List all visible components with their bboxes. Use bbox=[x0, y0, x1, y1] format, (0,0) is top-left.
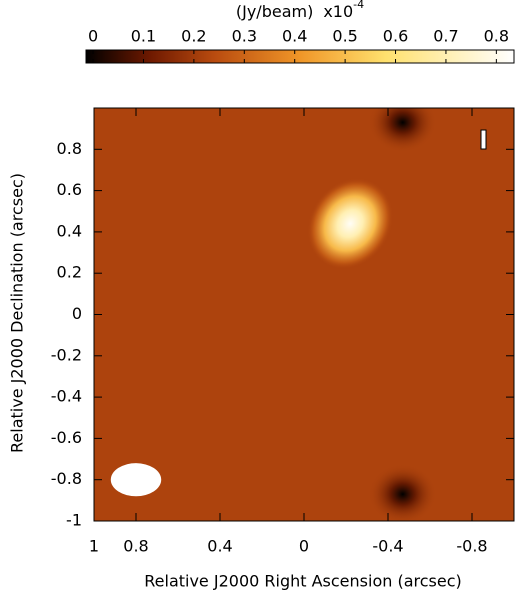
marker bbox=[480, 129, 487, 150]
beam bbox=[110, 463, 162, 497]
y-tick-label: 0.8 bbox=[57, 139, 82, 158]
y-tick-label: 0.4 bbox=[57, 221, 82, 240]
colorbar-tick-label: 0.5 bbox=[332, 27, 357, 46]
x-tick-label: 0.4 bbox=[207, 537, 232, 556]
x-axis-label: Relative J2000 Right Ascension (arcsec) bbox=[144, 572, 462, 591]
y-tick-label: 0.6 bbox=[57, 180, 82, 199]
y-tick-label: -0.6 bbox=[51, 428, 82, 447]
colorbar-tick-label: 0.4 bbox=[282, 27, 307, 46]
x-tick-label: 1 bbox=[89, 537, 99, 556]
source bbox=[307, 178, 393, 270]
x-tick-label: 0 bbox=[299, 537, 309, 556]
y-tick-label: -0.4 bbox=[51, 387, 82, 406]
colorbar-label: (Jy/beam) x10-4 bbox=[236, 0, 364, 21]
colorbar-tick-label: 0.7 bbox=[433, 27, 458, 46]
colorbar bbox=[85, 49, 515, 64]
y-axis-label: Relative J2000 Declination (arcsec) bbox=[8, 173, 27, 453]
hole bbox=[368, 464, 437, 521]
x-tick-label: -0.4 bbox=[372, 537, 403, 556]
hole bbox=[368, 108, 437, 153]
colorbar-tick-label: 0.2 bbox=[181, 27, 206, 46]
colorbar-tick-label: 0.1 bbox=[131, 27, 156, 46]
background bbox=[94, 108, 514, 521]
y-tick-label: -1 bbox=[66, 511, 82, 530]
y-tick-label: 0.2 bbox=[57, 263, 82, 282]
colorbar-tick-label: 0.8 bbox=[484, 27, 509, 46]
x-tick-label: 0.8 bbox=[123, 537, 148, 556]
colorbar-tick-label: 0.6 bbox=[383, 27, 408, 46]
y-tick-label: 0 bbox=[72, 304, 82, 323]
colorbar-tick-label: 0.3 bbox=[232, 27, 257, 46]
image bbox=[94, 108, 514, 521]
y-tick-label: -0.2 bbox=[51, 345, 82, 364]
y-tick-label: -0.8 bbox=[51, 469, 82, 488]
x-tick-label: -0.8 bbox=[456, 537, 487, 556]
colorbar-tick-label: 0 bbox=[88, 27, 98, 46]
